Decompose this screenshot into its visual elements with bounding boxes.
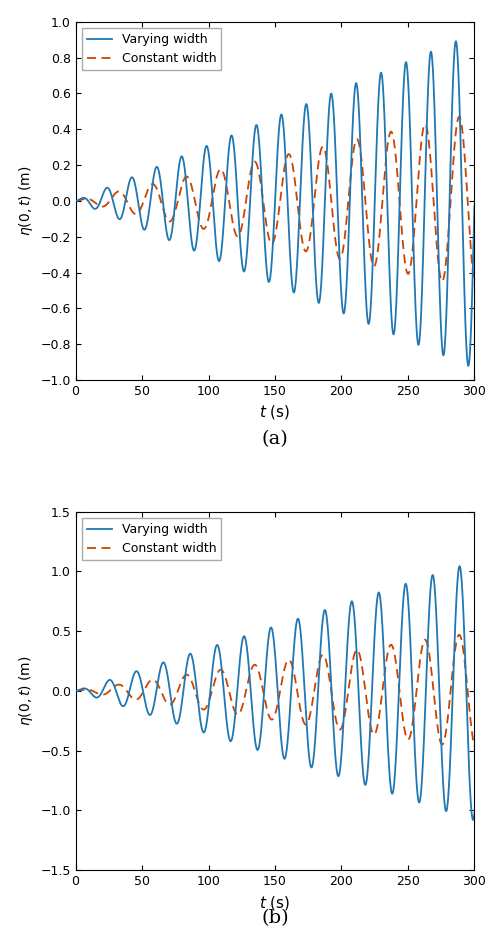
Varying width <box>167 686 173 697</box>
Constant width <box>466 697 472 709</box>
Varying width <box>470 814 476 825</box>
Varying width <box>425 93 431 104</box>
Varying width <box>466 757 472 768</box>
Varying width <box>253 120 259 132</box>
Varying width <box>471 200 477 212</box>
Constant width <box>471 279 477 290</box>
Varying width <box>465 360 471 372</box>
Varying width <box>253 740 259 751</box>
Constant width <box>253 157 259 168</box>
X-axis label: $t$ (s): $t$ (s) <box>260 404 291 422</box>
Varying width <box>372 182 378 193</box>
X-axis label: $t$ (s): $t$ (s) <box>260 894 291 912</box>
Y-axis label: $\eta(0,t)$ (m): $\eta(0,t)$ (m) <box>17 166 35 236</box>
Varying width <box>453 36 459 47</box>
Constant width <box>72 195 78 206</box>
Legend: Varying width, Constant width: Varying width, Constant width <box>82 28 221 71</box>
Varying width <box>471 808 477 820</box>
Varying width <box>457 561 463 572</box>
Constant width <box>72 685 78 696</box>
Constant width <box>167 699 173 710</box>
Constant width <box>466 214 472 225</box>
Varying width <box>167 234 173 246</box>
Line: Constant width: Constant width <box>75 117 474 284</box>
Varying width <box>372 618 378 630</box>
Varying width <box>425 638 431 649</box>
Text: (a): (a) <box>262 430 288 448</box>
Y-axis label: $\eta(0,t)$ (m): $\eta(0,t)$ (m) <box>17 656 35 726</box>
Constant width <box>167 215 173 227</box>
Line: Constant width: Constant width <box>75 635 474 746</box>
Varying width <box>72 195 78 206</box>
Constant width <box>425 640 431 651</box>
Legend: Varying width, Constant width: Varying width, Constant width <box>82 518 221 560</box>
Varying width <box>77 684 83 695</box>
Varying width <box>466 359 472 370</box>
Line: Varying width: Varying width <box>75 566 474 820</box>
Text: (b): (b) <box>261 910 289 928</box>
Constant width <box>77 685 83 696</box>
Varying width <box>72 685 78 696</box>
Constant width <box>425 127 431 138</box>
Constant width <box>456 630 462 641</box>
Constant width <box>471 741 477 752</box>
Constant width <box>456 111 462 122</box>
Line: Varying width: Varying width <box>75 41 474 366</box>
Constant width <box>77 195 83 206</box>
Varying width <box>77 194 83 205</box>
Constant width <box>253 660 259 671</box>
Constant width <box>372 727 378 739</box>
Constant width <box>372 259 378 270</box>
